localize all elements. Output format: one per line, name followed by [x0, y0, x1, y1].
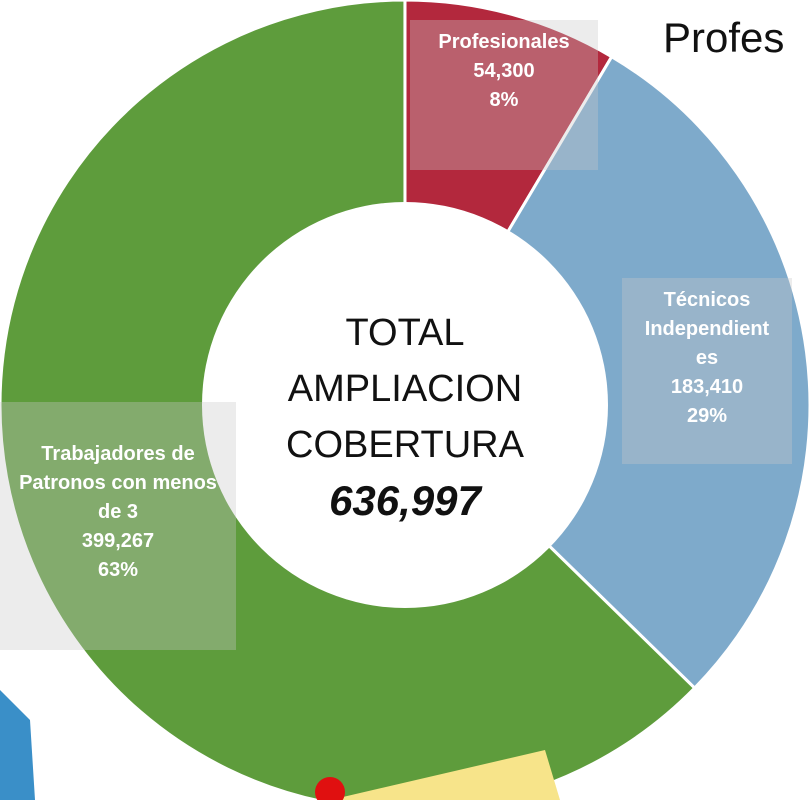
center-label: TOTAL AMPLIACION COBERTURA 636,997	[255, 305, 555, 529]
sticky-note	[330, 750, 560, 800]
value-label: 54,300	[473, 60, 535, 82]
center-title: TOTAL AMPLIACION COBERTURA	[286, 312, 524, 466]
value-label: 399,267	[81, 530, 155, 552]
share-label: 63%	[97, 559, 139, 581]
total: 636,997	[329, 477, 481, 524]
heading: Profes	[663, 14, 785, 61]
category-label: Técnicos Independientes	[644, 289, 770, 369]
pin	[315, 777, 345, 800]
decoration	[0, 690, 35, 800]
share-label: 29%	[686, 405, 728, 427]
donut-hole	[202, 202, 608, 608]
slice-label: Técnicos Independientes 183,410 29%	[622, 278, 792, 464]
slice-label: Trabajadores de Patronos con menos de 3 …	[0, 402, 236, 650]
slice	[403, 54, 810, 691]
value-label: 183,410	[670, 376, 744, 398]
category-label: Trabajadores de Patronos con menos de 3	[19, 443, 217, 523]
category-label: Profesionales	[438, 31, 570, 53]
share-label: 8%	[489, 89, 519, 111]
slice-label: Profesionales 54,300 8%	[410, 20, 598, 170]
